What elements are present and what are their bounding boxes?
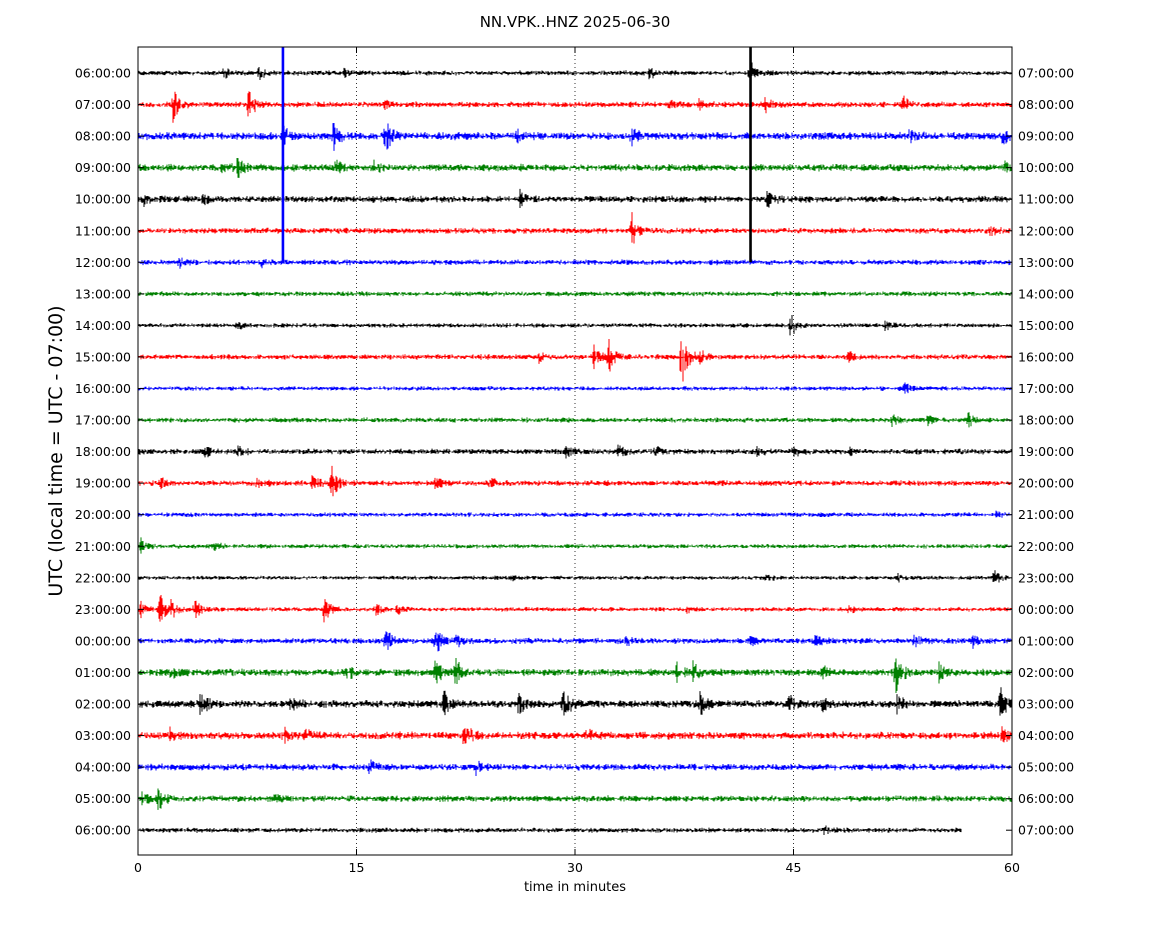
y-tick-label-left: 09:00:00 xyxy=(75,160,131,175)
y-tick-label-right: 12:00:00 xyxy=(1018,223,1074,238)
y-tick-label-right: 15:00:00 xyxy=(1018,318,1074,333)
y-tick-label-right: 02:00:00 xyxy=(1018,665,1074,680)
y-tick-label-left: 11:00:00 xyxy=(75,223,131,238)
y-tick-label-left: 20:00:00 xyxy=(75,507,131,522)
x-tick-label: 0 xyxy=(134,860,142,875)
y-tick-label-right: 04:00:00 xyxy=(1018,728,1074,743)
y-tick-label-right: 11:00:00 xyxy=(1018,192,1074,207)
y-tick-label-left: 07:00:00 xyxy=(75,97,131,112)
y-tick-label-right: 05:00:00 xyxy=(1018,760,1074,775)
spike-group xyxy=(281,47,752,263)
y-tick-label-right: 22:00:00 xyxy=(1018,539,1074,554)
y-tick-label-left: 06:00:00 xyxy=(75,66,131,81)
y-tick-label-right: 13:00:00 xyxy=(1018,255,1074,270)
y-tick-label-right: 07:00:00 xyxy=(1018,823,1074,838)
y-tick-label-left: 05:00:00 xyxy=(75,791,131,806)
axis-ticks: 06:00:00 07:00:00 08:00:00 09:00:00 10:00:00… xyxy=(75,47,1074,875)
trace-row xyxy=(137,759,1013,777)
trace-row xyxy=(137,631,1013,652)
y-tick-label-right: 19:00:00 xyxy=(1018,444,1074,459)
trace-row xyxy=(137,726,1013,745)
y-tick-label-left: 16:00:00 xyxy=(75,381,131,396)
chart-title: NN.VPK..HNZ 2025-06-30 xyxy=(480,13,671,31)
y-tick-label-right: 16:00:00 xyxy=(1018,349,1074,364)
y-tick-label-left: 00:00:00 xyxy=(75,633,131,648)
y-tick-label-left: 17:00:00 xyxy=(75,413,131,428)
y-tick-label-right: 20:00:00 xyxy=(1018,476,1074,491)
y-tick-label-right: 07:00:00 xyxy=(1018,66,1074,81)
y-tick-label-right: 14:00:00 xyxy=(1018,286,1074,301)
y-tick-label-left: 22:00:00 xyxy=(75,570,131,585)
trace-row xyxy=(137,314,1013,336)
y-tick-label-right: 03:00:00 xyxy=(1018,697,1074,712)
y-tick-label-right: 17:00:00 xyxy=(1018,381,1074,396)
y-tick-label-left: 02:00:00 xyxy=(75,697,131,712)
y-tick-label-right: 10:00:00 xyxy=(1018,160,1074,175)
y-tick-label-right: 01:00:00 xyxy=(1018,633,1074,648)
trace-row xyxy=(137,412,1013,428)
y-tick-label-left: 13:00:00 xyxy=(75,286,131,301)
trace-row xyxy=(137,59,1013,81)
trace-row xyxy=(137,570,1013,583)
y-tick-label-right: 06:00:00 xyxy=(1018,791,1074,806)
y-tick-label-right: 23:00:00 xyxy=(1018,570,1074,585)
x-tick-label: 30 xyxy=(567,860,583,875)
trace-row xyxy=(137,444,1013,459)
y-tick-label-left: 08:00:00 xyxy=(75,129,131,144)
y-tick-label-left: 21:00:00 xyxy=(75,539,131,554)
x-axis-label: time in minutes xyxy=(524,880,626,895)
y-tick-label-right: 00:00:00 xyxy=(1018,602,1074,617)
y-tick-label-right: 18:00:00 xyxy=(1018,413,1074,428)
y-tick-label-left: 18:00:00 xyxy=(75,444,131,459)
y-tick-label-left: 12:00:00 xyxy=(75,255,131,270)
trace-row xyxy=(137,825,962,836)
y-tick-label-left: 06:00:00 xyxy=(75,823,131,838)
x-tick-label: 15 xyxy=(349,860,365,875)
x-tick-label: 60 xyxy=(1004,860,1020,875)
y-tick-label-left: 23:00:00 xyxy=(75,602,131,617)
x-tick-label: 45 xyxy=(786,860,802,875)
y-tick-label-left: 15:00:00 xyxy=(75,349,131,364)
y-tick-label-left: 04:00:00 xyxy=(75,760,131,775)
trace-group xyxy=(137,59,1013,836)
y-tick-label-left: 01:00:00 xyxy=(75,665,131,680)
y-tick-label-right: 21:00:00 xyxy=(1018,507,1074,522)
y-tick-label-right: 09:00:00 xyxy=(1018,129,1074,144)
y-tick-label-right: 08:00:00 xyxy=(1018,97,1074,112)
y-axis-label: UTC (local time = UTC - 07:00) xyxy=(45,305,67,596)
y-tick-label-left: 10:00:00 xyxy=(75,192,131,207)
y-tick-label-left: 19:00:00 xyxy=(75,476,131,491)
y-tick-label-left: 03:00:00 xyxy=(75,728,131,743)
y-tick-label-left: 14:00:00 xyxy=(75,318,131,333)
